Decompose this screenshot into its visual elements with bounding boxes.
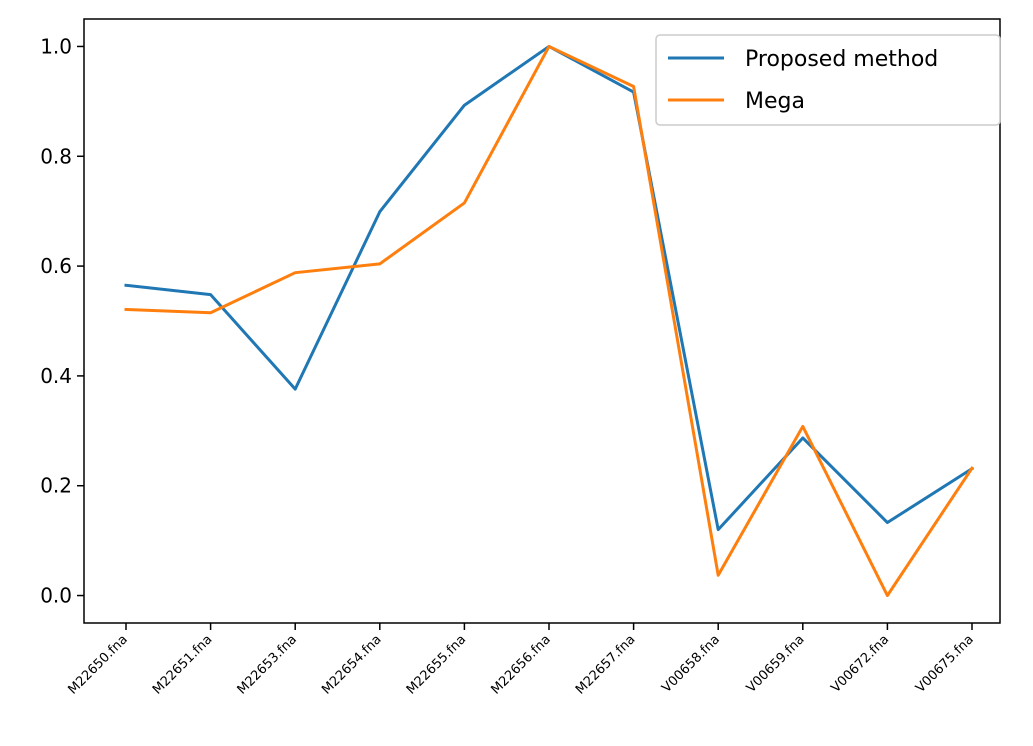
y-tick-label: 0.4 — [40, 364, 72, 388]
legend-box — [655, 34, 1001, 126]
y-tick-label: 0.2 — [40, 474, 72, 498]
series-line-mega — [124, 44, 975, 598]
y-tick-label: 0.6 — [40, 254, 72, 278]
legend-label: Proposed method — [745, 47, 938, 72]
legend-label: Mega — [745, 89, 805, 114]
y-tick-label: 1.0 — [40, 34, 72, 58]
y-tick-label: 0.8 — [40, 144, 72, 168]
plot-frame — [83, 18, 1001, 624]
legend: Proposed method Mega — [655, 34, 1001, 126]
plot-lines — [124, 44, 975, 598]
y-axis: 0.0 0.2 0.4 0.6 0.8 1.0 — [40, 34, 84, 608]
y-tick-label: 0.0 — [40, 584, 72, 608]
